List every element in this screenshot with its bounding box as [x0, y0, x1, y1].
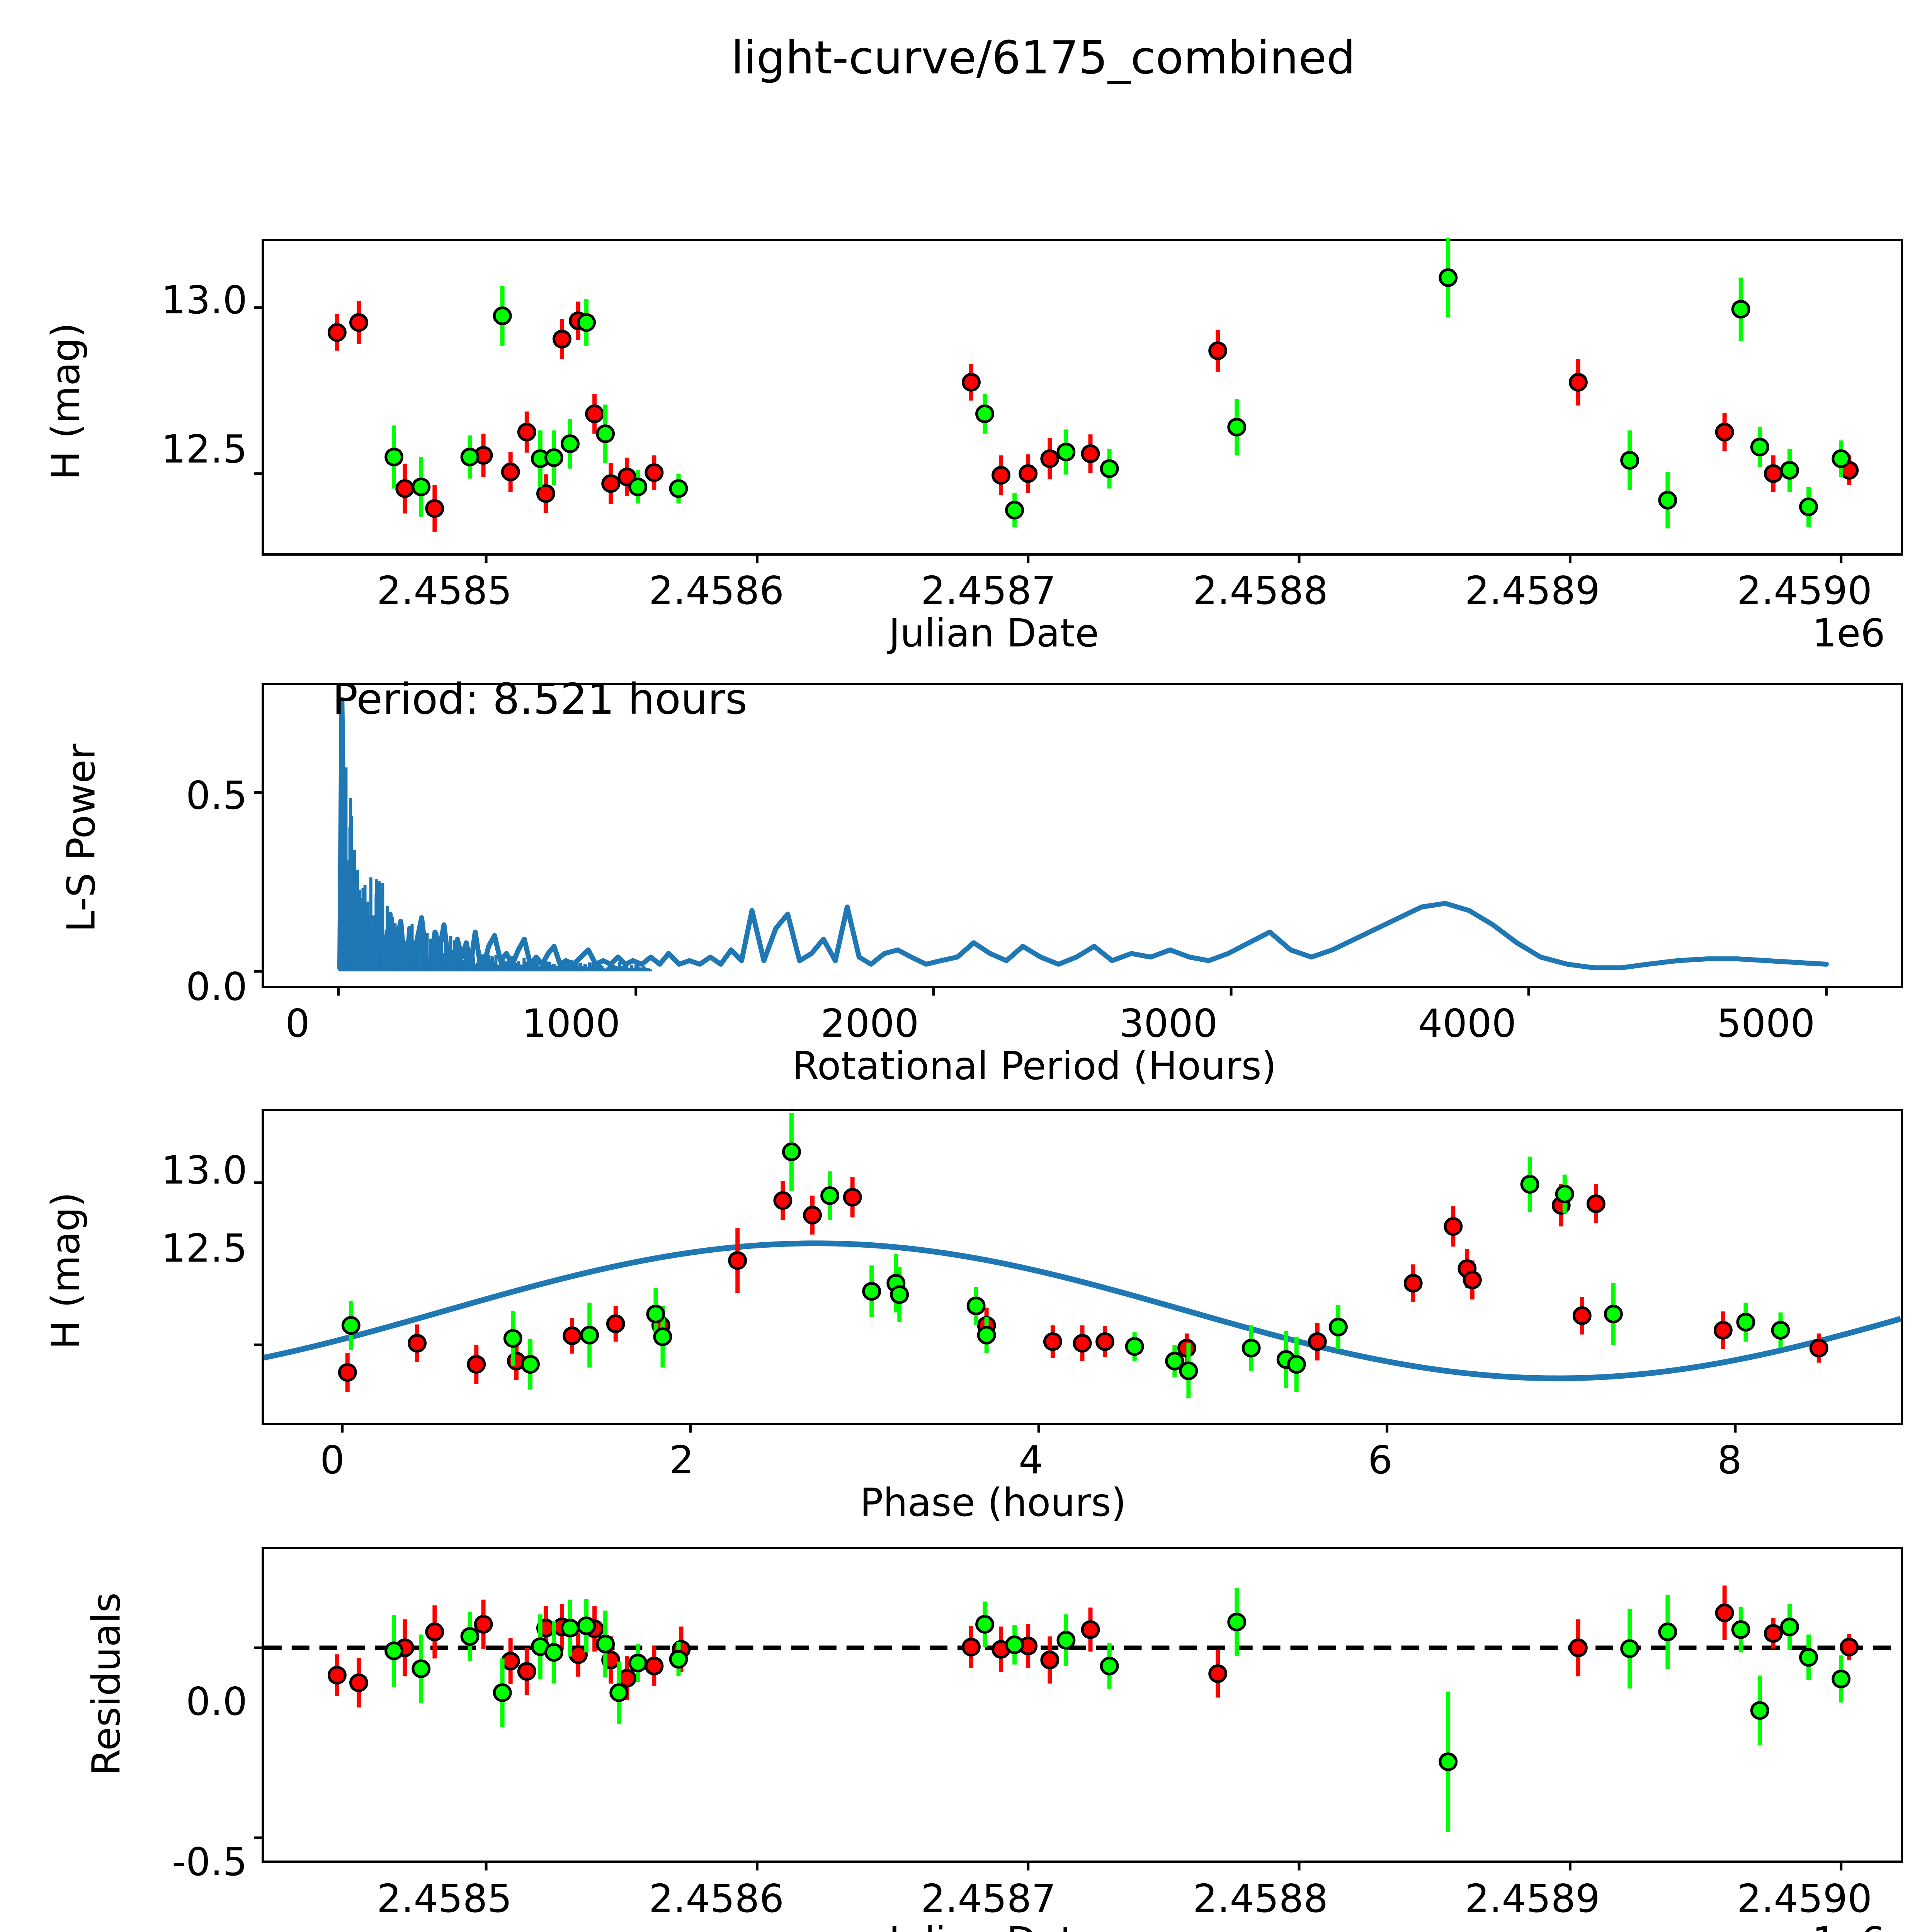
panel1-xtick-4: 2.4589	[1465, 568, 1600, 613]
panel3-xlabel: Phase (hours)	[860, 1480, 1126, 1525]
panel4-xtick-1: 2.4586	[649, 1876, 784, 1921]
panel3-ytick-1: 12.5	[161, 1226, 247, 1271]
panel-residuals	[254, 1547, 1903, 1871]
panel2-ytick-1: 0.0	[185, 964, 247, 1009]
panel-lightcurve	[254, 238, 1903, 563]
panel1-xtick-2: 2.4587	[921, 568, 1056, 613]
panel1-ytick-1: 12.5	[161, 427, 247, 472]
panel1-xtick-3: 2.4588	[1193, 568, 1328, 613]
panel2-ylabel: L-S Power	[58, 743, 104, 932]
panel1-ylabel: H (mag)	[43, 322, 88, 480]
panel1-xlabel: Julian Date	[889, 611, 1099, 656]
panel3-xtick-3: 6	[1368, 1437, 1393, 1483]
phasefold-plot-area	[254, 1113, 1902, 1433]
figure-title: light-curve/6175_combined	[731, 31, 1355, 84]
residuals-plot-area	[254, 1585, 1901, 1871]
panel4-xtick-3: 2.4588	[1193, 1876, 1328, 1921]
panel2-xtick-1: 1000	[522, 1001, 621, 1046]
panel2-xtick-3: 3000	[1119, 1001, 1218, 1046]
panel3-xtick-0: 0	[320, 1437, 345, 1483]
panel4-xtick-4: 2.4589	[1465, 1876, 1600, 1921]
panel4-ytick-1: -0.5	[172, 1839, 247, 1884]
panel3-xtick-2: 4	[1019, 1437, 1043, 1483]
panel-phasefold	[254, 1109, 1903, 1433]
panel3-xtick-1: 2	[669, 1437, 694, 1483]
panel4-xtick-0: 2.4585	[377, 1876, 512, 1921]
panel1-offset-text: 1e6	[1812, 611, 1885, 656]
panel1-xtick-0: 2.4585	[377, 568, 512, 613]
panel2-xtick-5: 5000	[1716, 1001, 1815, 1046]
panel2-xtick-2: 2000	[820, 1001, 919, 1046]
period-annotation: Period: 8.521 hours	[332, 674, 748, 724]
panel4-xlabel: Julian Date	[889, 1918, 1099, 1932]
panel4-ytick-0: 0.0	[185, 1679, 247, 1724]
panel3-xtick-4: 8	[1717, 1437, 1742, 1483]
panel1-xtick-5: 2.4590	[1737, 568, 1872, 613]
panel3-ytick-0: 13.0	[161, 1148, 247, 1193]
panel2-xlabel: Rotational Period (Hours)	[792, 1043, 1277, 1088]
lightcurve-plot-area	[254, 238, 1859, 563]
panel2-ytick-0: 0.5	[185, 773, 247, 818]
panel2-xtick-0: 0	[285, 1001, 310, 1046]
panel1-ytick-0: 13.0	[161, 277, 247, 323]
panel2-xtick-4: 4000	[1418, 1001, 1517, 1046]
panel3-ylabel: H (mag)	[43, 1192, 88, 1350]
panel-periodogram	[254, 683, 1903, 996]
panel1-xtick-1: 2.4586	[649, 568, 784, 613]
panel4-offset-text: 1e6	[1812, 1918, 1885, 1932]
periodogram-plot-area	[254, 697, 1829, 996]
panel4-xtick-5: 2.4590	[1737, 1876, 1872, 1921]
panel4-xtick-2: 2.4587	[921, 1876, 1056, 1921]
